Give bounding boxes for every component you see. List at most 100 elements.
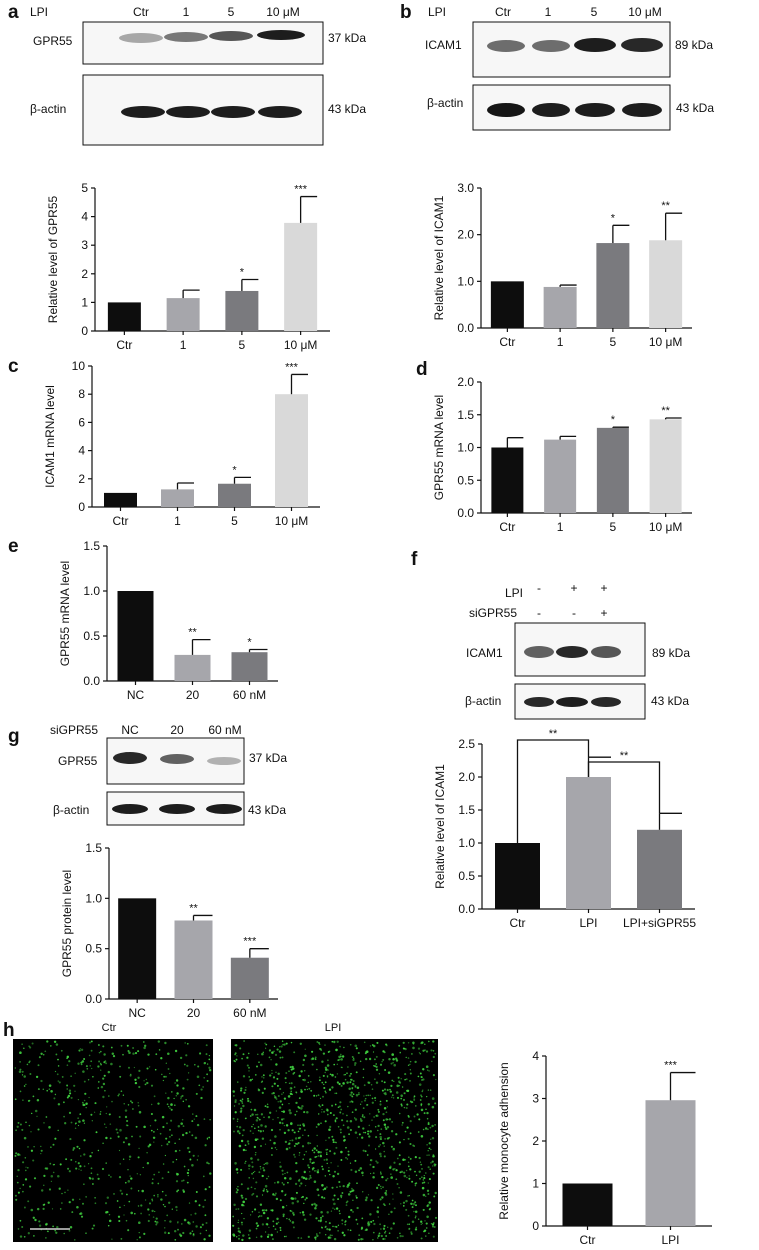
cell-dot [393, 1207, 396, 1210]
cell-dot [104, 1202, 108, 1205]
cell-dot [309, 1158, 312, 1161]
cell-dot [349, 1101, 351, 1103]
cell-dot [422, 1068, 425, 1071]
cell-dot [358, 1169, 361, 1172]
cell-dot [240, 1139, 244, 1143]
panel-label-g: g [8, 726, 20, 747]
cell-dot [432, 1055, 435, 1059]
cell-dot [139, 1174, 142, 1176]
cell-dot [289, 1139, 291, 1142]
chart-b-xtick-label-1: 1 [557, 335, 564, 349]
cell-dot [128, 1155, 132, 1158]
cell-dot [258, 1118, 261, 1121]
cell-dot [266, 1191, 269, 1193]
cell-dot [240, 1194, 243, 1197]
cell-dot [395, 1091, 399, 1094]
cell-dot [407, 1165, 410, 1168]
cell-dot [146, 1081, 149, 1085]
cell-dot [422, 1089, 424, 1091]
cell-dot [195, 1092, 198, 1095]
cell-dot [426, 1095, 428, 1098]
cell-dot [345, 1146, 347, 1149]
cell-dot [287, 1181, 289, 1184]
cell-dot [402, 1205, 405, 1207]
cell-dot [421, 1182, 424, 1184]
cell-dot [111, 1100, 113, 1103]
cell-dot [349, 1190, 352, 1193]
cell-dot [353, 1057, 355, 1059]
cell-dot [418, 1170, 421, 1173]
cell-dot [160, 1198, 163, 1201]
cell-dot [96, 1173, 99, 1176]
chart-h-ytick-label-1: 1 [532, 1177, 539, 1191]
blot-f-band-0-2 [591, 646, 621, 658]
cell-dot [237, 1081, 239, 1083]
cell-dot [255, 1222, 258, 1225]
cell-dot [340, 1196, 342, 1199]
cell-dot [18, 1070, 22, 1073]
cell-dot [381, 1175, 384, 1179]
cell-dot [291, 1093, 293, 1096]
cell-dot [16, 1175, 18, 1177]
cell-dot [236, 1120, 239, 1122]
cell-dot [380, 1173, 382, 1175]
cell-dot [271, 1085, 274, 1088]
cell-dot [143, 1080, 145, 1082]
cell-dot [256, 1065, 258, 1068]
chart-f-bracket-label-1: ** [620, 750, 629, 762]
cell-dot [379, 1152, 382, 1156]
cell-dot [200, 1088, 203, 1091]
cell-dot [374, 1148, 377, 1150]
cell-dot [305, 1150, 307, 1153]
blot-g-lane-1: 20 [170, 723, 184, 737]
cell-dot [412, 1043, 415, 1045]
cell-dot [345, 1156, 347, 1159]
cell-dot [247, 1097, 249, 1100]
cell-dot [424, 1220, 426, 1222]
cell-dot [367, 1221, 370, 1224]
cell-dot [434, 1124, 436, 1126]
blot-f-size-1: 43 kDa [651, 694, 689, 708]
cell-dot [307, 1141, 310, 1145]
cell-dot [403, 1092, 405, 1094]
cell-dot [287, 1143, 289, 1146]
blot-g-lane-2: 60 nM [208, 723, 241, 737]
cell-dot [352, 1093, 355, 1096]
cell-dot [427, 1121, 430, 1124]
cell-dot [343, 1074, 345, 1076]
cell-dot [40, 1052, 43, 1055]
cell-dot [362, 1238, 364, 1240]
cell-dot [250, 1108, 253, 1111]
cell-dot [401, 1121, 404, 1124]
cell-dot [19, 1051, 22, 1054]
cell-dot [385, 1091, 387, 1094]
cell-dot [325, 1139, 327, 1142]
cell-dot [68, 1229, 71, 1232]
cell-dot [174, 1230, 177, 1233]
cell-dot [290, 1087, 293, 1090]
cell-dot [289, 1220, 292, 1222]
chart-e-bar-1 [174, 654, 211, 681]
cell-dot [77, 1124, 80, 1127]
cell-dot [259, 1203, 263, 1206]
cell-dot [92, 1075, 94, 1078]
cell-dot [128, 1200, 131, 1203]
cell-dot [323, 1083, 325, 1086]
cell-dot [28, 1045, 30, 1047]
cell-dot [192, 1233, 195, 1235]
cell-dot [278, 1106, 282, 1109]
cell-dot [324, 1071, 326, 1074]
cell-dot [434, 1052, 437, 1055]
cell-dot [362, 1127, 365, 1130]
cell-dot [377, 1237, 379, 1239]
cell-dot [306, 1111, 309, 1114]
cell-dot [83, 1122, 86, 1124]
cell-dot [236, 1118, 239, 1121]
cell-dot [147, 1208, 150, 1211]
cell-dot [331, 1086, 334, 1089]
cell-dot [90, 1172, 93, 1175]
cell-dot [376, 1206, 380, 1209]
cell-dot [21, 1074, 24, 1076]
panel-label-a: a [8, 2, 19, 23]
cell-dot [242, 1148, 246, 1152]
